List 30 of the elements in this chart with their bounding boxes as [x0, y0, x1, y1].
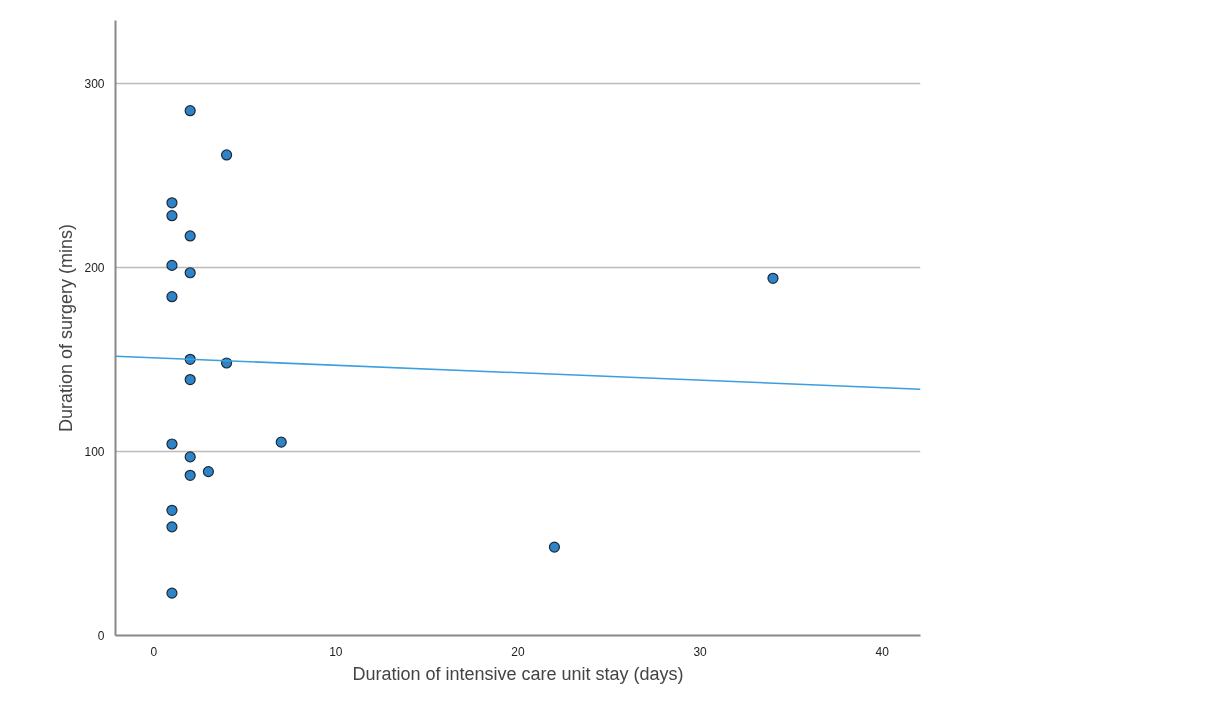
point	[184, 230, 196, 242]
x-tick-label: 20	[511, 644, 525, 659]
point	[166, 587, 178, 599]
point	[184, 451, 196, 463]
point	[166, 438, 178, 450]
x-axis-title: Duration of intensive care unit stay (days)	[352, 663, 684, 684]
point	[166, 521, 178, 533]
point	[166, 210, 178, 222]
y-tick-label: 0	[97, 629, 105, 643]
x-tick-label: 0	[150, 644, 158, 659]
point	[166, 197, 178, 209]
point	[221, 149, 233, 161]
point	[184, 469, 196, 481]
x-tick-label: 30	[693, 644, 708, 659]
point	[166, 259, 178, 271]
point	[202, 466, 214, 478]
point	[184, 105, 196, 117]
point	[275, 436, 287, 448]
y-tick-label: 200	[84, 260, 105, 275]
point	[166, 291, 178, 303]
y-axis-title: Duration of surgery (mins)	[56, 223, 77, 433]
x-tick-label: 40	[875, 644, 890, 659]
point	[184, 373, 196, 386]
point	[548, 541, 561, 553]
x-tick-label: 10	[329, 644, 343, 659]
point	[166, 504, 178, 516]
y-tick-label: 100	[84, 444, 105, 459]
y-tick-label: 300	[84, 76, 105, 91]
point	[767, 272, 779, 284]
point	[184, 267, 196, 279]
